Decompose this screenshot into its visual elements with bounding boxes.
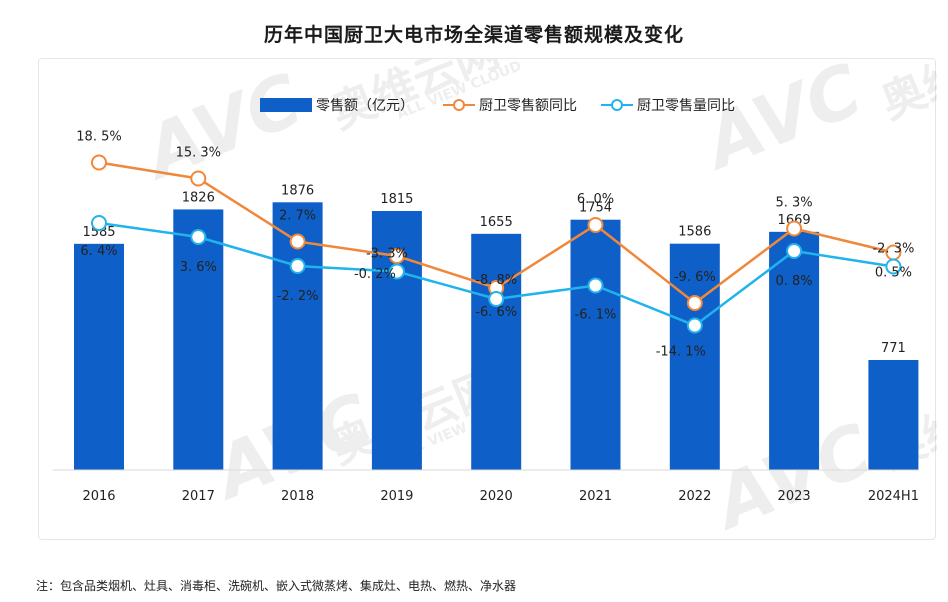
sales-yoy-label-2019: -0. 2% [354, 267, 396, 282]
legend: 零售额（亿元） 厨卫零售额同比 厨卫零售量同比 [260, 98, 735, 114]
x-tick-2022: 2022 [678, 489, 711, 504]
sales-yoy-point-2019 [388, 248, 405, 264]
volume-yoy-label-2016: 6. 4% [80, 244, 117, 259]
sales-yoy-label-2017: 15. 3% [176, 146, 221, 161]
watermark-brand: AVC [689, 59, 873, 187]
volume-yoy-label-2018: -2. 2% [277, 289, 319, 304]
chart-title: 历年中国厨卫大电市场全渠道零售额规模及变化 [263, 24, 684, 46]
bar-2016 [74, 243, 124, 470]
volume-yoy-point-2017 [190, 229, 207, 245]
x-tick-2023: 2023 [778, 489, 811, 504]
watermark-cn: 奥维云网 [874, 59, 937, 129]
bar-2017 [173, 209, 224, 470]
bar-2022 [669, 243, 720, 470]
sales-yoy-label-2020: -6. 6% [475, 305, 517, 320]
line-series [91, 154, 902, 334]
x-tick-2020: 2020 [480, 489, 513, 504]
x-tick-2017: 2017 [182, 489, 215, 504]
volume-yoy-point-2018 [289, 258, 306, 274]
x-tick-2024H1: 2024H1 [868, 489, 919, 504]
bar-2021 [570, 219, 621, 470]
sales-yoy-label-2023: 5. 3% [776, 196, 813, 211]
bar-label-2019: 1815 [380, 192, 413, 207]
legend-bar-swatch [260, 98, 312, 112]
x-tick-2021: 2021 [579, 489, 612, 504]
legend-volume-yoy-marker [611, 99, 623, 111]
x-tick-2018: 2018 [281, 489, 314, 504]
volume-yoy-label-2023: 0. 8% [776, 274, 813, 289]
volume-yoy-point-2021 [587, 277, 604, 294]
sales-yoy-point-2018 [289, 233, 306, 250]
volume-yoy-label-2021: -6. 1% [575, 308, 617, 323]
bar-label-2023: 1669 [778, 213, 811, 228]
volume-yoy-point-2023 [786, 243, 803, 259]
chart-panel: AVC 奥维云网 ALL VIEW CLOUD AVC 奥维云网 AVC 奥维云… [38, 58, 937, 541]
sales-yoy-label-2016: 18. 5% [76, 130, 121, 145]
bar-value-labels: 1585 1826 1876 1815 1655 1754 1586 1669 771 [82, 183, 905, 356]
legend-sales-yoy-marker [453, 99, 465, 111]
bar-label-2021: 1754 [579, 201, 612, 216]
x-tick-2019: 2019 [380, 489, 413, 504]
x-tick-2016: 2016 [82, 489, 115, 504]
bar-2023 [769, 231, 820, 470]
volume-yoy-label-2024H1: -2. 3% [872, 242, 914, 257]
sales-yoy-label-2021: 6. 0% [577, 192, 614, 207]
legend-volume-yoy-label: 厨卫零售量同比 [637, 98, 735, 114]
bar-label-2018: 1876 [281, 183, 314, 198]
volume-yoy-label-2019: -3. 3% [366, 247, 408, 262]
sales-yoy-point-2022 [686, 295, 703, 311]
volume-yoy-label-2017: 3. 6% [180, 260, 217, 275]
volume-yoy-point-2019 [388, 263, 405, 280]
chart-svg: AVC 奥维云网 ALL VIEW CLOUD AVC 奥维云网 AVC 奥维云… [53, 59, 937, 541]
legend-bar-label: 零售额（亿元） [316, 98, 414, 114]
volume-yoy-point-2016 [91, 215, 107, 231]
footnote: 注：包含品类烟机、灶具、消毒柜、洗碗机、嵌入式微蒸烤、集成灶、电热、燃热、净水器 [36, 579, 517, 593]
sales-yoy-label-2018: 2. 7% [279, 209, 316, 224]
bar-label-2017: 1826 [182, 190, 215, 205]
bar-label-2022: 1586 [678, 225, 711, 240]
bar-label-2016: 1585 [82, 225, 115, 240]
volume-yoy-point-2024H1 [885, 258, 902, 275]
legend-sales-yoy-label: 厨卫零售额同比 [479, 98, 577, 114]
bar-2024H1 [868, 359, 919, 470]
volume-yoy-label-2022: -14. 1% [656, 345, 706, 360]
volume-yoy-point-2022 [686, 317, 703, 334]
x-axis-tick-labels: 2016 2017 2018 2019 2020 2021 2022 2023 2024H1 [82, 489, 919, 504]
sales-yoy-point-2017 [190, 170, 207, 187]
watermark-brand: AVC [129, 59, 313, 197]
sales-yoy-point-2021 [587, 217, 604, 233]
bar-label-2024H1: 771 [881, 341, 906, 356]
sales-yoy-label-2022: -9. 6% [674, 270, 716, 285]
volume-yoy-label-2020: -8. 8% [475, 273, 517, 288]
line-value-labels: 18. 5% 15. 3% 2. 7% -0. 2% -6. 6% 6. 0% -9. 6%… [76, 130, 914, 360]
sales-yoy-point-2023 [786, 220, 803, 237]
bar-label-2020: 1655 [480, 215, 513, 230]
sales-yoy-label-2024H1: 0. 5% [875, 266, 912, 281]
volume-yoy-point-2020 [488, 291, 505, 307]
bar-2020 [471, 233, 522, 470]
sales-yoy-point-2016 [91, 154, 107, 171]
